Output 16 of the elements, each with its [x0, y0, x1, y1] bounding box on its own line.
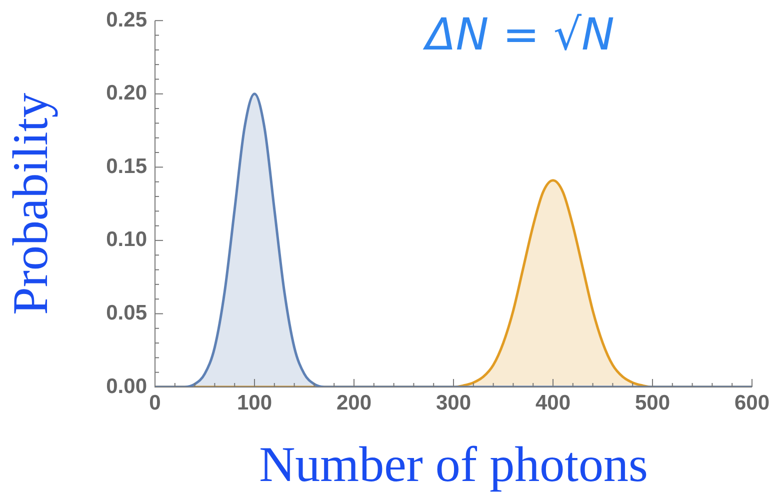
y-tick-label: 0.00: [106, 374, 147, 398]
y-tick-label: 0.05: [106, 302, 148, 325]
y-tick-label: 0.15: [106, 154, 148, 178]
y-tick-label: 0.10: [106, 228, 147, 252]
y-tick-label: 0.20: [106, 82, 147, 105]
annotation: ΔN = √N: [422, 9, 614, 60]
x-tick-label: 500: [634, 391, 670, 414]
x-tick-label: 300: [436, 391, 472, 414]
x-tick-label: 600: [734, 391, 770, 414]
x-axis-title: Number of photons: [259, 436, 648, 492]
x-tick-label: 400: [535, 391, 571, 414]
y-axis-title: Probability: [2, 92, 58, 315]
y-tick-label: 0.25: [106, 8, 148, 32]
x-tick-label: 200: [336, 391, 372, 414]
x-tick-label: 0: [149, 391, 161, 414]
x-tick-label: 100: [236, 391, 272, 414]
